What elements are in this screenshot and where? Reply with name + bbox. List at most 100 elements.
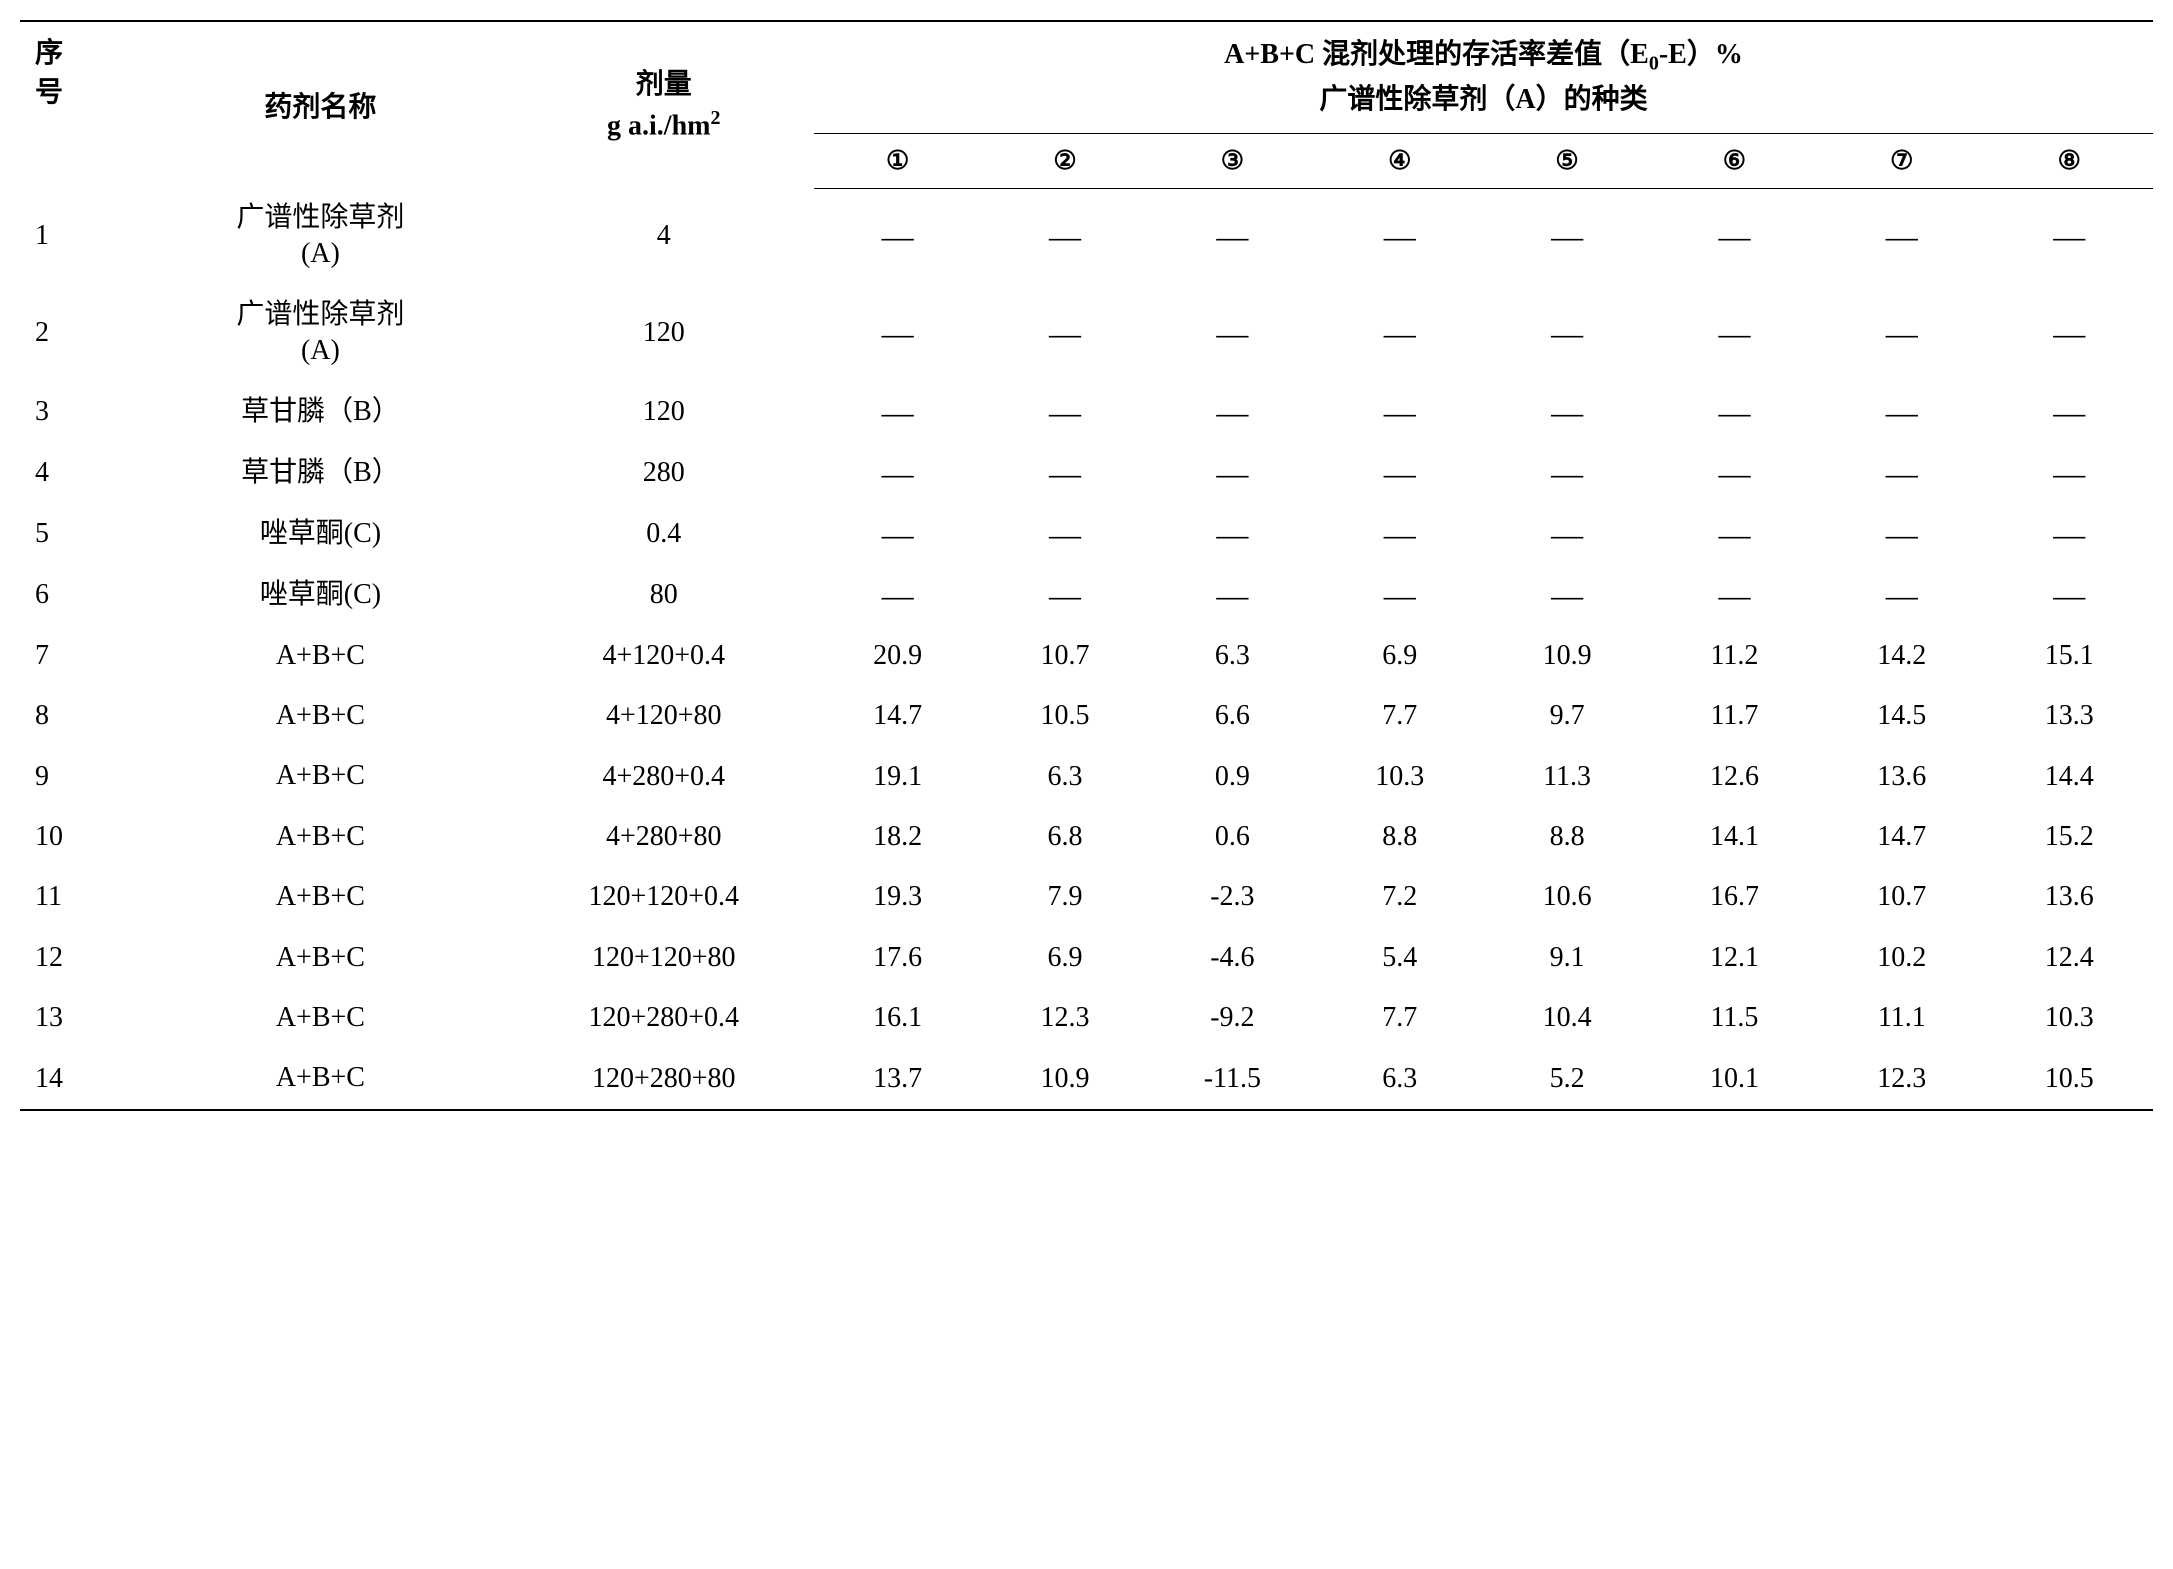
- cell-seq: 8: [20, 686, 127, 746]
- cell-value: 10.3: [1316, 746, 1483, 806]
- cell-value: —: [1316, 285, 1483, 382]
- cell-value: 14.2: [1818, 626, 1985, 686]
- cell-value: —: [814, 565, 981, 626]
- table-row: 1广谱性除草剂(A)4————————: [20, 188, 2153, 285]
- table-row: 12A+B+C120+120+8017.66.9-4.65.49.112.110…: [20, 928, 2153, 988]
- cell-dose: 280: [514, 443, 814, 504]
- cell-value: 15.2: [1985, 807, 2153, 867]
- cell-value: -2.3: [1149, 867, 1316, 927]
- cell-value: —: [981, 565, 1148, 626]
- dose-label-line1: 剂量: [636, 69, 692, 100]
- cell-value: 14.7: [1818, 807, 1985, 867]
- cell-dose: 120+280+0.4: [514, 988, 814, 1048]
- cell-value: —: [1985, 504, 2153, 565]
- cell-value: 7.9: [981, 867, 1148, 927]
- cell-value: 5.4: [1316, 928, 1483, 988]
- cell-value: 10.9: [981, 1048, 1148, 1109]
- cell-value: 19.1: [814, 746, 981, 806]
- cell-value: —: [814, 285, 981, 382]
- table-row: 4草甘膦（B）280————————: [20, 443, 2153, 504]
- cell-value: -4.6: [1149, 928, 1316, 988]
- cell-value: 11.5: [1651, 988, 1818, 1048]
- cell-value: 13.7: [814, 1048, 981, 1109]
- cell-value: 11.2: [1651, 626, 1818, 686]
- col-num-3: ③: [1149, 133, 1316, 188]
- cell-value: —: [1985, 565, 2153, 626]
- cell-value: 6.3: [1149, 626, 1316, 686]
- cell-value: 8.8: [1316, 807, 1483, 867]
- cell-value: —: [1483, 285, 1650, 382]
- cell-value: —: [981, 285, 1148, 382]
- cell-value: 0.9: [1149, 746, 1316, 806]
- cell-value: —: [1149, 443, 1316, 504]
- cell-value: —: [1316, 443, 1483, 504]
- cell-value: 16.7: [1651, 867, 1818, 927]
- cell-value: 6.9: [1316, 626, 1483, 686]
- cell-value: 6.8: [981, 807, 1148, 867]
- cell-name: 唑草酮(C): [127, 565, 513, 626]
- cell-value: 10.5: [981, 686, 1148, 746]
- cell-value: —: [1985, 382, 2153, 443]
- cell-value: 12.1: [1651, 928, 1818, 988]
- cell-seq: 13: [20, 988, 127, 1048]
- cell-value: —: [1985, 285, 2153, 382]
- cell-value: —: [1149, 188, 1316, 285]
- cell-value: 0.6: [1149, 807, 1316, 867]
- cell-seq: 6: [20, 565, 127, 626]
- cell-dose: 0.4: [514, 504, 814, 565]
- cell-name: A+B+C: [127, 988, 513, 1048]
- cell-value: —: [1149, 504, 1316, 565]
- cell-value: —: [814, 504, 981, 565]
- cell-seq: 1: [20, 188, 127, 285]
- cell-seq: 2: [20, 285, 127, 382]
- cell-value: —: [1483, 188, 1650, 285]
- cell-dose: 120+120+80: [514, 928, 814, 988]
- cell-dose: 4+120+0.4: [514, 626, 814, 686]
- cell-seq: 3: [20, 382, 127, 443]
- col-num-6: ⑥: [1651, 133, 1818, 188]
- cell-dose: 120: [514, 285, 814, 382]
- cell-value: —: [981, 443, 1148, 504]
- cell-value: —: [1316, 382, 1483, 443]
- col-num-4: ④: [1316, 133, 1483, 188]
- group-line1-suffix: -E）%: [1659, 39, 1743, 70]
- cell-name: 草甘膦（B）: [127, 443, 513, 504]
- cell-name: A+B+C: [127, 928, 513, 988]
- cell-value: 14.7: [814, 686, 981, 746]
- table-row: 2广谱性除草剂(A)120————————: [20, 285, 2153, 382]
- cell-seq: 11: [20, 867, 127, 927]
- cell-value: 6.3: [1316, 1048, 1483, 1109]
- cell-name: A+B+C: [127, 686, 513, 746]
- cell-name: 广谱性除草剂(A): [127, 285, 513, 382]
- cell-name: A+B+C: [127, 626, 513, 686]
- cell-value: 10.9: [1483, 626, 1650, 686]
- cell-name: A+B+C: [127, 1048, 513, 1109]
- cell-value: —: [1651, 188, 1818, 285]
- cell-value: 20.9: [814, 626, 981, 686]
- cell-name: A+B+C: [127, 867, 513, 927]
- cell-value: —: [1818, 382, 1985, 443]
- cell-value: 19.3: [814, 867, 981, 927]
- table-row: 7A+B+C4+120+0.420.910.76.36.910.911.214.…: [20, 626, 2153, 686]
- cell-value: 10.7: [981, 626, 1148, 686]
- cell-seq: 9: [20, 746, 127, 806]
- cell-value: 15.1: [1985, 626, 2153, 686]
- cell-value: 17.6: [814, 928, 981, 988]
- cell-value: 10.5: [1985, 1048, 2153, 1109]
- cell-value: 9.7: [1483, 686, 1650, 746]
- cell-value: 7.7: [1316, 686, 1483, 746]
- group-line1-sub: 0: [1649, 53, 1659, 75]
- cell-dose: 120: [514, 382, 814, 443]
- cell-value: —: [1483, 504, 1650, 565]
- cell-value: —: [1483, 443, 1650, 504]
- cell-dose: 120+120+0.4: [514, 867, 814, 927]
- cell-value: —: [1483, 565, 1650, 626]
- cell-value: 14.1: [1651, 807, 1818, 867]
- cell-value: 6.6: [1149, 686, 1316, 746]
- cell-value: 13.6: [1985, 867, 2153, 927]
- header-row-1: 序号 药剂名称 剂量 g a.i./hm2 A+B+C 混剂处理的存活率差值（E…: [20, 21, 2153, 133]
- col-num-5: ⑤: [1483, 133, 1650, 188]
- table-row: 6唑草酮(C)80————————: [20, 565, 2153, 626]
- cell-value: 11.7: [1651, 686, 1818, 746]
- cell-value: —: [1651, 285, 1818, 382]
